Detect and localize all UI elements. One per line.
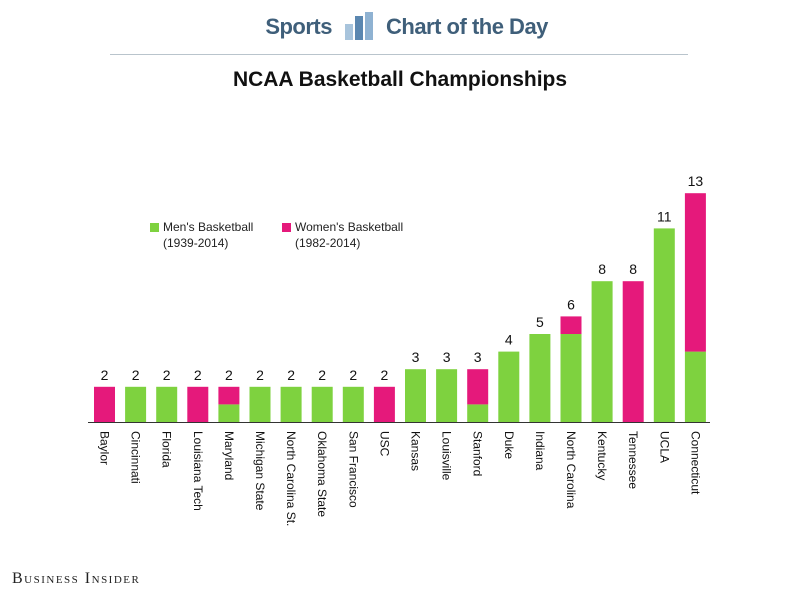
bar-men-14: [529, 334, 551, 422]
x-tick-label: Maryland: [222, 431, 236, 480]
x-tick-label: Indiana: [533, 431, 547, 471]
data-label-total: 2: [225, 367, 233, 383]
bar-chart-icon: [345, 12, 373, 40]
legend-women-label: Women's Basketball: [295, 220, 404, 234]
chart-of-the-day-header: Sports Chart of the Day: [0, 8, 800, 55]
bar-men-19: [684, 351, 706, 422]
business-insider-logo: Business Insider: [12, 570, 141, 587]
bar-men-11: [436, 369, 458, 422]
bar-women-3: [187, 386, 209, 422]
bar-men-13: [498, 351, 520, 422]
bar-men-12: [467, 404, 489, 422]
legend-women-years: (1982-2014): [295, 236, 361, 250]
x-tick-label: Baylor: [98, 431, 112, 465]
x-tick-label: Kansas: [409, 431, 423, 471]
header-sports: Sports: [265, 14, 332, 39]
chart-title: NCAA Basketball Championships: [232, 68, 568, 91]
data-label-total: 2: [318, 367, 326, 383]
bar-men-15: [560, 334, 582, 422]
bar-men-5: [249, 386, 271, 422]
x-tick-label: Oklahoma State: [315, 431, 329, 517]
x-tick-label: USC: [377, 431, 391, 457]
bar-women-19: [684, 193, 706, 352]
header-chart-of-the-day: Chart of the Day: [386, 14, 548, 39]
data-label-total: 13: [688, 173, 704, 189]
data-label-total: 5: [536, 314, 544, 330]
legend-men-swatch: [150, 223, 159, 232]
data-label-total: 3: [412, 349, 420, 365]
data-label-total: 2: [287, 367, 295, 383]
legend-men-years: (1939-2014): [163, 236, 229, 250]
bar-women-4: [218, 386, 240, 405]
legend-men-label: Men's Basketball: [163, 220, 254, 234]
bar-men-4: [218, 404, 240, 422]
x-tick-label: San Francisco: [346, 431, 360, 508]
bar-men-2: [156, 386, 178, 422]
x-tick-label: Duke: [502, 431, 516, 459]
bar-men-8: [342, 386, 364, 422]
data-label-total: 3: [474, 349, 482, 365]
data-label-total: 2: [349, 367, 357, 383]
data-label-total: 2: [101, 367, 109, 383]
bar-women-9: [373, 386, 395, 422]
data-label-total: 2: [132, 367, 140, 383]
x-tick-label: Kentucky: [595, 431, 609, 480]
x-tick-label: Louisiana Tech: [191, 431, 205, 511]
data-label-total: 8: [598, 261, 606, 277]
data-label-total: 8: [629, 261, 637, 277]
x-tick-label: Connecticut: [688, 431, 702, 495]
data-label-total: 2: [163, 367, 171, 383]
x-tick-label: North Carolina: [564, 431, 578, 509]
x-tick-label: UCLA: [657, 431, 671, 463]
legend-women-swatch: [282, 223, 291, 232]
data-label-total: 11: [657, 208, 672, 224]
data-label-total: 2: [256, 367, 264, 383]
x-tick-label: Florida: [160, 431, 174, 468]
bar-women-0: [94, 386, 115, 422]
bar-men-1: [125, 386, 147, 422]
x-tick-label: Louisville: [440, 431, 454, 481]
bar-women-15: [560, 316, 582, 334]
x-tick-label: Michigan State: [253, 431, 267, 511]
bar-chart: 2 Baylor 2 Cincinnati 2 Florida 2 Louisiana Tec…: [88, 173, 710, 526]
x-tick-label: North Carolina St.: [284, 431, 298, 526]
header-divider: [110, 54, 688, 55]
bar-men-10: [405, 369, 426, 422]
x-tick-label: Cincinnati: [129, 431, 143, 484]
bar-men-18: [653, 228, 675, 422]
bar-men-16: [591, 281, 613, 422]
x-tick-label: Stanford: [471, 431, 485, 476]
data-label-total: 2: [194, 367, 202, 383]
data-label-total: 6: [567, 296, 575, 312]
data-label-total: 3: [443, 349, 451, 365]
bar-men-7: [311, 386, 333, 422]
data-label-total: 2: [381, 367, 389, 383]
bar-women-12: [467, 369, 489, 405]
bar-men-6: [280, 386, 302, 422]
x-tick-label: Tennessee: [626, 431, 640, 489]
bar-women-17: [622, 281, 644, 422]
data-label-total: 4: [505, 332, 513, 348]
